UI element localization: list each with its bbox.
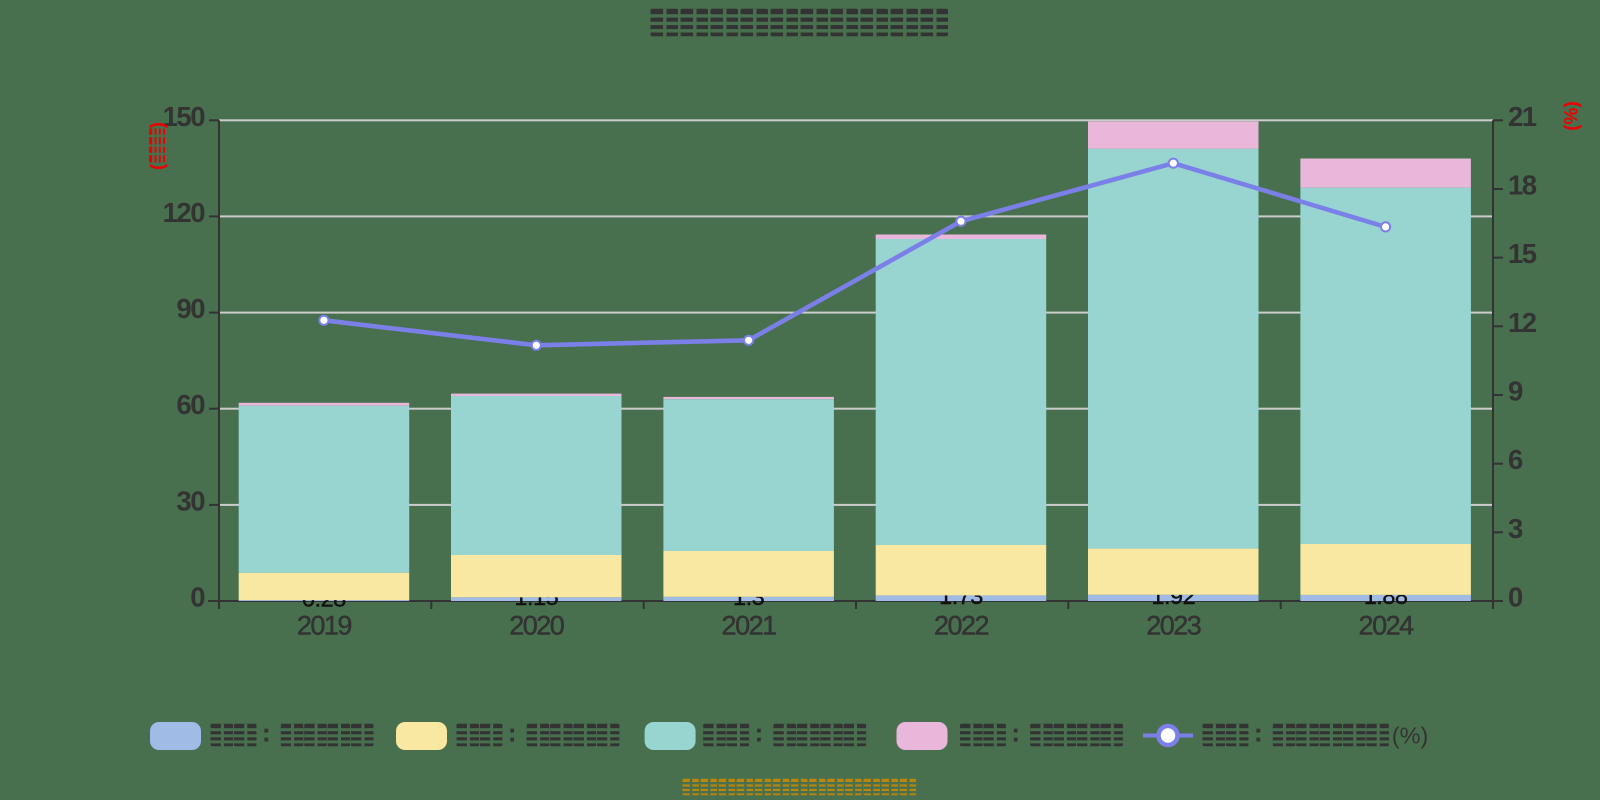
svg-text:6: 6 [1508, 444, 1523, 475]
svg-text:2021: 2021 [722, 610, 777, 640]
svg-text:0: 0 [1508, 582, 1523, 613]
svg-text:3: 3 [1508, 513, 1523, 544]
svg-text:18: 18 [1508, 170, 1537, 201]
svg-text:2022: 2022 [934, 610, 989, 640]
svg-text:90: 90 [176, 293, 205, 324]
svg-text:150: 150 [163, 101, 206, 132]
svg-text:(: ( [148, 163, 169, 170]
svg-text:2019: 2019 [297, 610, 352, 640]
svg-text:12: 12 [1508, 307, 1537, 338]
svg-text:2020: 2020 [509, 610, 564, 640]
svg-text:(%): (%) [1562, 101, 1583, 131]
svg-text:0: 0 [190, 582, 205, 613]
svg-text:30: 30 [176, 485, 205, 516]
svg-text:): ) [148, 122, 169, 128]
svg-text:2023: 2023 [1146, 610, 1201, 640]
svg-text:120: 120 [163, 197, 206, 228]
svg-text:60: 60 [176, 389, 205, 420]
svg-text:2024: 2024 [1359, 610, 1415, 640]
svg-text:15: 15 [1508, 238, 1537, 269]
svg-text:21: 21 [1508, 101, 1537, 132]
svg-text:9: 9 [1508, 376, 1523, 407]
svg-text:(%): (%) [1392, 722, 1429, 748]
